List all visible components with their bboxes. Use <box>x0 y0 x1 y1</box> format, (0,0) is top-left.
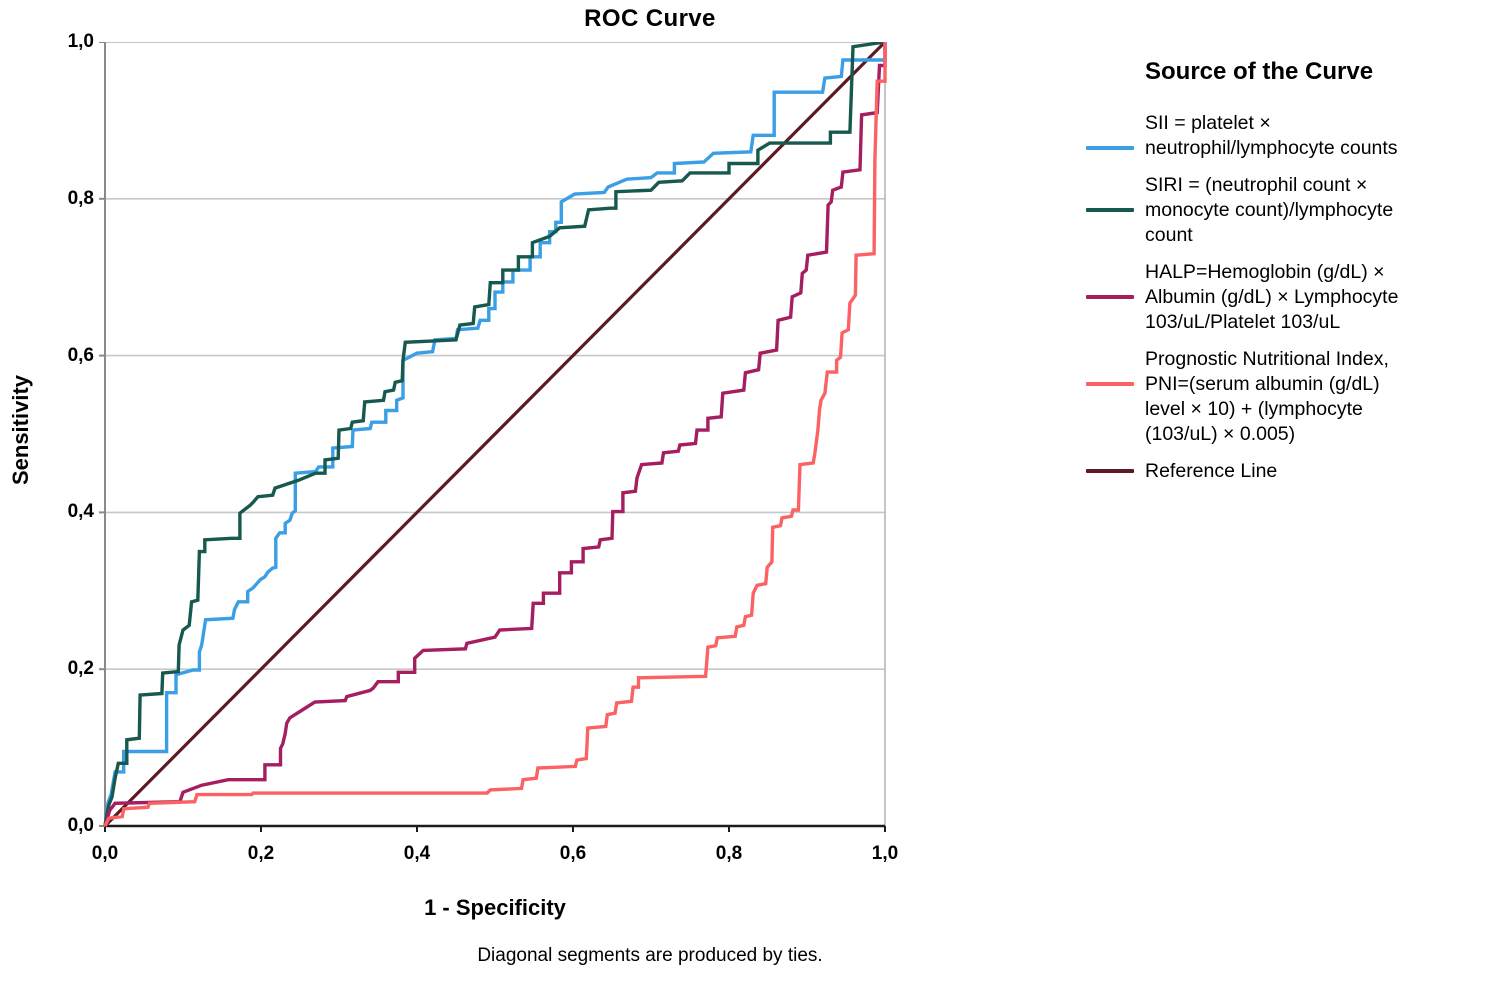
legend-label-line: neutrophil/lymphocyte counts <box>1145 137 1398 159</box>
legend-label-line: HALP=Hemoglobin (g/dL) × <box>1145 261 1385 283</box>
legend-item-reference: Reference Line <box>1086 459 1505 484</box>
y-tick-label-0,8: 0,8 <box>67 187 94 209</box>
legend-item-label: Prognostic Nutritional Index, PNI=(serum … <box>1145 347 1389 447</box>
siri-line-swatch-icon <box>1086 208 1134 212</box>
legend-label-line: PNI=(serum albumin (g/dL) <box>1145 373 1380 395</box>
y-axis-title: Sensitivity <box>8 374 33 486</box>
halp-line-swatch-icon <box>1086 295 1134 299</box>
y-tick-label-0,2: 0,2 <box>67 658 94 680</box>
x-axis-title: 1 - Specificity <box>424 895 566 920</box>
legend-item-label: SII = platelet × neutrophil/lymphocyte co… <box>1145 111 1398 161</box>
legend-item-label: SIRI = (neutrophil count × monocyte count… <box>1145 173 1393 248</box>
legend-label-line: 103/uL/Platelet 103/uL <box>1145 311 1341 333</box>
pni-line-swatch-icon <box>1086 382 1134 386</box>
roc-plot-area <box>99 42 887 832</box>
legend-label-line: Albumin (g/dL) × Lymphocyte <box>1145 286 1399 308</box>
y-tick-label-0,0: 0,0 <box>67 815 94 836</box>
y-tick-label-0,6: 0,6 <box>67 344 94 366</box>
legend-item-label: HALP=Hemoglobin (g/dL) × Albumin (g/dL) ×… <box>1145 260 1398 335</box>
x-tick-label-0,6: 0,6 <box>559 843 587 864</box>
legend-label-line: SIRI = (neutrophil count × <box>1145 174 1368 196</box>
legend-item-label: Reference Line <box>1145 459 1277 484</box>
x-tick-label-0,0: 0,0 <box>91 843 119 864</box>
chart-title: ROC Curve <box>584 5 716 32</box>
chart-footnote: Diagonal segments are produced by ties. <box>477 945 823 966</box>
x-tick-label-0,2: 0,2 <box>247 843 275 864</box>
reference-line-swatch-icon <box>1086 469 1134 473</box>
legend-label-line: level × 10) + (lymphocyte <box>1145 398 1363 420</box>
legend-item-siri: SIRI = (neutrophil count × monocyte count… <box>1086 173 1505 248</box>
legend-swatch-col <box>1086 111 1134 161</box>
legend-title: Source of the Curve <box>1145 58 1374 85</box>
legend-label-line: Prognostic Nutritional Index, <box>1145 348 1389 370</box>
legend-swatch-col <box>1086 173 1134 248</box>
legend-label-line: Reference Line <box>1145 460 1278 482</box>
legend-item-halp: HALP=Hemoglobin (g/dL) × Albumin (g/dL) ×… <box>1086 260 1505 335</box>
legend-label-line: SII = platelet × <box>1145 112 1271 134</box>
x-tick-label-0,8: 0,8 <box>715 843 743 864</box>
legend-swatch-col <box>1086 260 1134 335</box>
curve-reference-line <box>103 42 887 828</box>
legend-label-line: count <box>1145 224 1193 246</box>
legend-label-line: (103/uL) × 0.005) <box>1145 423 1296 445</box>
legend-swatch-col <box>1086 347 1134 447</box>
legend-items: SII = platelet × neutrophil/lymphocyte co… <box>1086 111 1505 484</box>
legend: Source of the Curve SII = platelet × neut… <box>1086 57 1505 496</box>
y-tick-label-0,4: 0,4 <box>67 501 94 523</box>
curve-halp <box>103 42 887 827</box>
curve-pni <box>103 42 887 827</box>
x-tick-label-1,0: 1,0 <box>871 843 899 864</box>
legend-item-pni: Prognostic Nutritional Index, PNI=(serum … <box>1086 347 1505 447</box>
legend-label-line: monocyte count)/lymphocyte <box>1145 199 1394 221</box>
curve-siri <box>103 42 886 827</box>
y-tick-label-1,0: 1,0 <box>67 31 94 52</box>
legend-item-sii: SII = platelet × neutrophil/lymphocyte co… <box>1086 111 1505 161</box>
sii-line-swatch-icon <box>1086 146 1134 150</box>
legend-swatch-col <box>1086 459 1134 484</box>
x-tick-label-0,4: 0,4 <box>403 843 431 864</box>
